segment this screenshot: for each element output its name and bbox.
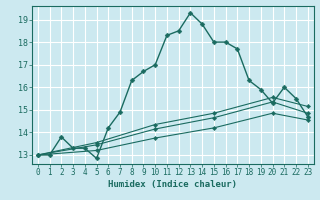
X-axis label: Humidex (Indice chaleur): Humidex (Indice chaleur) — [108, 180, 237, 189]
